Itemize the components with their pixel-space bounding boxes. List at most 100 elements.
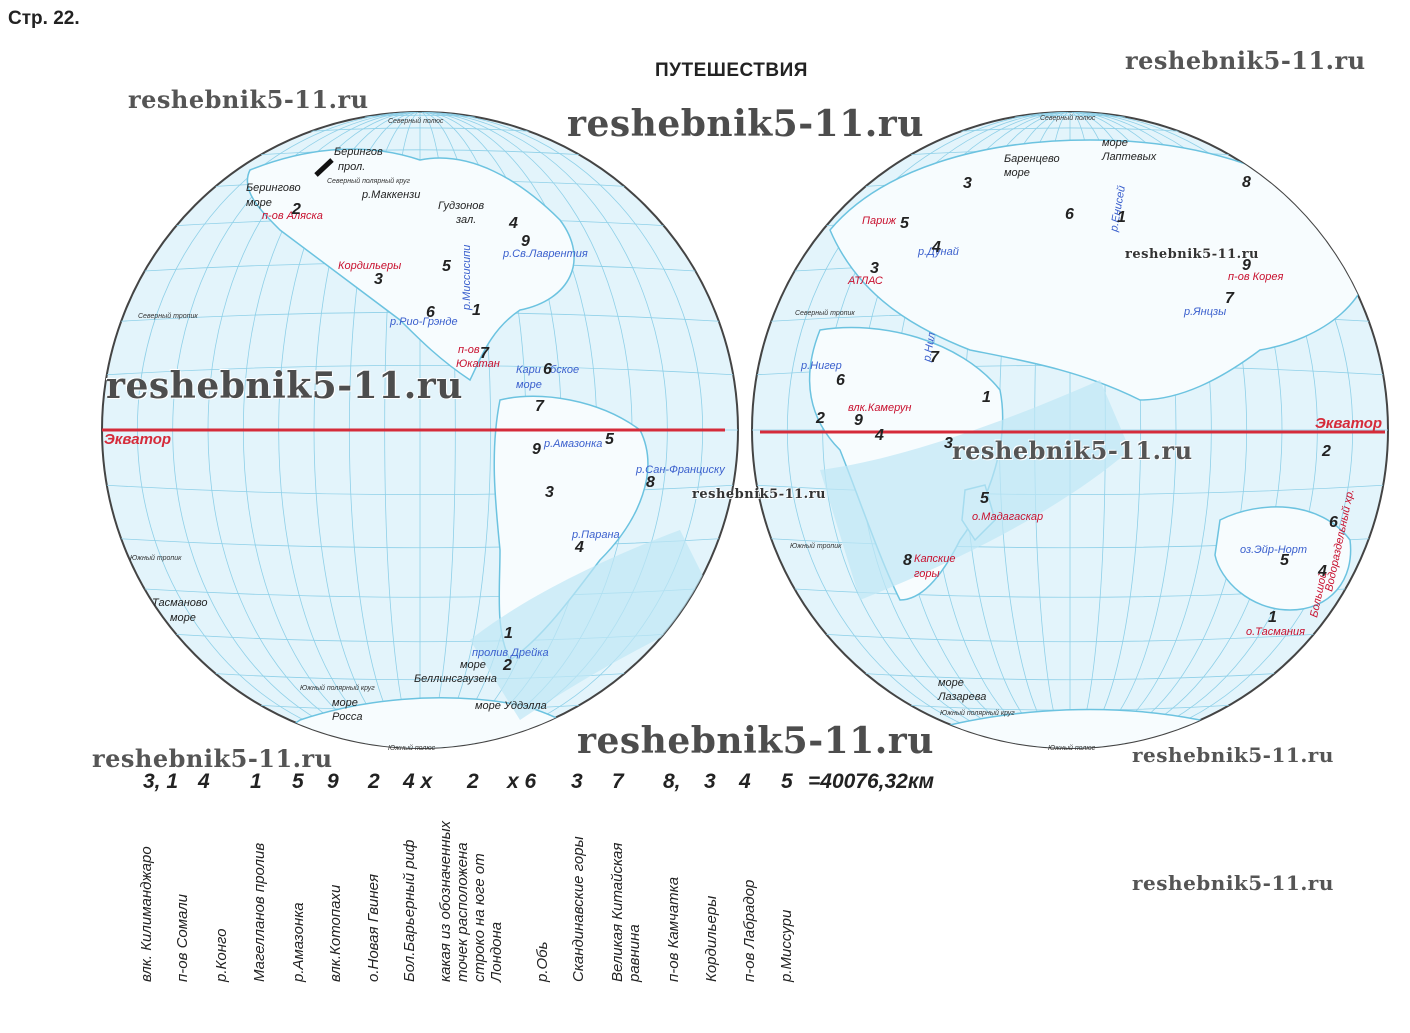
east-circle-labels: Северный полюс Северный тропик Южный тро… xyxy=(790,114,1096,752)
barents-label-1: Баренцево xyxy=(1004,153,1060,165)
east-south-pole-label: Южный полюс xyxy=(1048,744,1096,752)
yangtze-label: р.Янцзы xyxy=(1183,306,1226,318)
map-number: 5 xyxy=(605,431,615,448)
map-number: 7 xyxy=(930,349,940,366)
west-red-labels: п-ов Аляска Кордильеры п-ов Юкатан xyxy=(262,210,500,370)
hudson-label-1: Гудзонов xyxy=(438,200,484,212)
map-number: 9 xyxy=(521,233,530,250)
west-circle-labels: Северный полюс Северный тропик Южный тро… xyxy=(130,117,444,752)
map-number: 3 xyxy=(374,271,383,288)
map-number: 1 xyxy=(504,625,513,642)
formula-digit: 2 xyxy=(467,770,479,793)
map-number: 6 xyxy=(836,372,845,389)
watermark: reshebnik5-11.ru xyxy=(1132,871,1334,895)
bering-sea-label-2: море xyxy=(246,197,272,209)
east-numbers: 3 5 4 3 6 1 8 9 7 7 6 2 9 4 1 3 5 8 2 6 … xyxy=(815,174,1338,626)
watermark: reshebnik5-11.ru xyxy=(92,744,333,773)
map-number: 4 xyxy=(508,215,518,232)
west-blue-labels: р.Миссисипи р.Св.Лаврентия р.Рио-Грэнде … xyxy=(389,245,726,659)
answer-label: р.Обь xyxy=(534,941,551,982)
map-number: 8 xyxy=(1242,174,1251,191)
west-equator-label: Экватор xyxy=(104,431,171,448)
map-number: 6 xyxy=(426,304,435,321)
answer-label: влк.Котопахи xyxy=(327,884,344,982)
formula-digit: 9 xyxy=(327,770,339,793)
caribbean-label-1: Кари xyxy=(516,364,541,376)
tasmania-label: о.Тасмания xyxy=(1246,626,1305,638)
formula-digit: 8, xyxy=(663,770,681,793)
east-south-tropic-label: Южный тропик xyxy=(790,542,842,550)
west-black-labels: Берингов прол. Берингово море р.Маккензи… xyxy=(152,146,547,723)
nile-label: р.Нил xyxy=(921,331,938,363)
map-number: 7 xyxy=(535,398,545,415)
lazarev-label-1: море xyxy=(938,677,964,689)
western-hemisphere xyxy=(101,111,739,749)
formula-digit: 4 xyxy=(739,770,751,793)
barents-label-2: море xyxy=(1004,167,1030,179)
map-number: 3 xyxy=(963,175,972,192)
formula-digit: 5 xyxy=(781,770,793,793)
map-number: 7 xyxy=(480,345,490,362)
map-number: 4 xyxy=(574,539,584,556)
answer-label: р.Конго xyxy=(213,928,230,982)
watermark: reshebnik5-11.ru xyxy=(1125,247,1260,262)
cameroon-label: влк.Камерун xyxy=(848,402,911,414)
st-lawrence-label: р.Св.Лаврентия xyxy=(502,248,588,260)
south-polar-circle-label: Южный полярный круг xyxy=(300,684,375,692)
map-number: 4 xyxy=(931,239,941,256)
bering-label-2: прол. xyxy=(338,161,365,173)
formula-digit: 7 xyxy=(612,770,624,793)
map-number: 3 xyxy=(870,260,879,277)
map-number: 3 xyxy=(545,484,554,501)
answer-label: влк. Килиманджаро xyxy=(138,846,155,982)
ross-sea-label-2: Росса xyxy=(332,711,362,723)
bering-label-1: Берингов xyxy=(334,146,383,158)
answer-label: какая из обозначенных точек расположена … xyxy=(437,820,505,982)
map-number: 1 xyxy=(982,389,991,406)
tasman-sea-label-1: Тасманово xyxy=(152,597,208,609)
west-numbers: 2 4 9 5 3 6 1 7 6 7 9 5 8 3 4 1 2 xyxy=(291,201,655,674)
atlas-label: АТЛАС xyxy=(847,275,883,287)
map-number: 5 xyxy=(980,490,990,507)
answer-label: Скандинавские горы xyxy=(570,836,587,982)
formula-digit: 2 xyxy=(368,770,380,793)
formula-digit: 3, 1 xyxy=(143,770,179,793)
cape-mountains-label-1: Капские xyxy=(914,553,955,565)
answer-label: Кордильеры xyxy=(703,895,720,982)
map-number: 5 xyxy=(900,215,910,232)
answer-label: п-ов Лабрадор xyxy=(741,879,758,982)
bellingshausen-label-1: море xyxy=(460,659,486,671)
east-south-polar-circle-label: Южный полярный круг xyxy=(940,709,1015,717)
weddell-sea-label: море Уддэлла xyxy=(475,700,547,712)
formula-digit: 4 x xyxy=(403,770,433,793)
laptev-label-2: Лаптевых xyxy=(1101,151,1157,163)
drake-passage-label: пролив Дрейка xyxy=(472,647,549,659)
watermark: reshebnik5-11.ru xyxy=(567,103,924,145)
caribbean-label-2: бское xyxy=(550,364,579,376)
answer-label: Бол.Барьерный риф xyxy=(401,839,418,982)
east-black-labels: море Лаптевых Баренцево море море Лазаре… xyxy=(937,137,1157,703)
map-number: 8 xyxy=(646,474,655,491)
north-pole-label: Северный полюс xyxy=(388,117,444,125)
eyre-label: оз.Эйр-Норт xyxy=(1240,544,1307,556)
formula-digit: 1 xyxy=(250,770,262,793)
map-number: 4 xyxy=(1317,563,1327,580)
east-north-tropic-label: Северный тропик xyxy=(795,309,855,317)
watermark: reshebnik5-11.ru xyxy=(692,487,827,502)
map-number: 8 xyxy=(903,552,912,569)
answer-label: п-ов Сомали xyxy=(174,893,191,982)
hudson-label-2: зал. xyxy=(455,214,476,226)
caribbean-label-3: море xyxy=(516,379,542,391)
paris-label: Париж xyxy=(862,215,896,227)
bering-sea-label-1: Берингово xyxy=(246,182,301,194)
tasman-sea-label-2: море xyxy=(170,612,196,624)
alaska-label: п-ов Аляска xyxy=(262,210,323,222)
formula-digit: 3 xyxy=(571,770,583,793)
mississippi-label: р.Миссисипи xyxy=(461,245,473,311)
map-number: 6 xyxy=(543,361,552,378)
north-polar-circle-label: Северный полярный круг xyxy=(327,177,411,185)
niger-label: р.Нигер xyxy=(800,360,842,372)
watermark: reshebnik5-11.ru xyxy=(577,720,934,762)
north-tropic-label: Северный тропик xyxy=(138,312,198,320)
map-number: 9 xyxy=(854,412,863,429)
